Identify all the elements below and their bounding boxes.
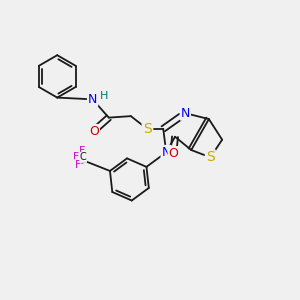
- Text: O: O: [89, 125, 99, 138]
- Text: H: H: [100, 92, 109, 101]
- Text: N: N: [88, 93, 97, 106]
- Text: S: S: [206, 150, 215, 164]
- Text: F: F: [75, 160, 81, 170]
- Text: N: N: [161, 146, 171, 159]
- Text: N: N: [181, 107, 190, 120]
- Text: F: F: [79, 146, 85, 156]
- Text: C: C: [80, 152, 86, 162]
- Text: F: F: [73, 152, 80, 162]
- Text: O: O: [169, 147, 178, 160]
- Text: S: S: [143, 122, 152, 136]
